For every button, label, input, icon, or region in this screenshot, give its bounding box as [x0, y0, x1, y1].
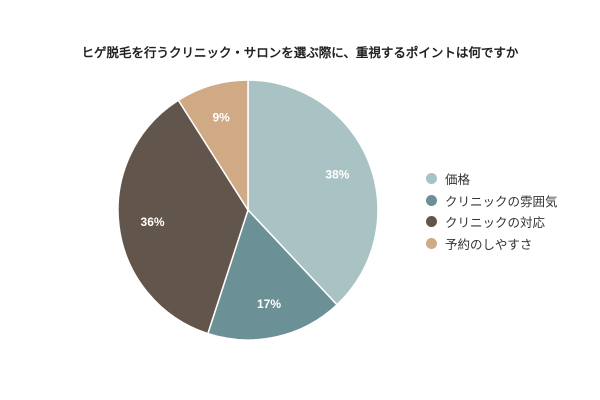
chart-title: ヒゲ脱毛を行うクリニック・サロンを選ぶ際に、重視するポイントは何ですか	[81, 45, 519, 60]
legend-label: 予約のしやすさ	[445, 236, 533, 252]
pie-slice	[247, 79, 379, 306]
pie-slice	[117, 99, 249, 335]
legend-item: クリニックの対応	[426, 211, 558, 233]
pie-slice	[177, 79, 249, 213]
pie-slice-label: 17%	[257, 297, 281, 311]
legend-label: クリニックの対応	[445, 215, 546, 231]
pie-slice	[206, 208, 339, 341]
legend-item: 価格	[426, 168, 558, 190]
pie-slice-label: 38%	[325, 168, 349, 182]
legend-swatch	[426, 173, 437, 185]
legend-label: クリニックの雰囲気	[445, 193, 558, 209]
legend-item: 予約のしやすさ	[426, 233, 558, 255]
pie-slice-label: 36%	[141, 215, 165, 229]
legend-swatch	[426, 237, 437, 249]
legend: 価格 クリニックの雰囲気 クリニックの対応 予約のしやすさ	[426, 168, 558, 254]
legend-item: クリニックの雰囲気	[426, 190, 558, 212]
legend-swatch	[426, 216, 437, 228]
legend-label: 価格	[445, 172, 471, 188]
legend-swatch	[426, 194, 437, 206]
pie-slice-label: 9%	[212, 111, 230, 125]
